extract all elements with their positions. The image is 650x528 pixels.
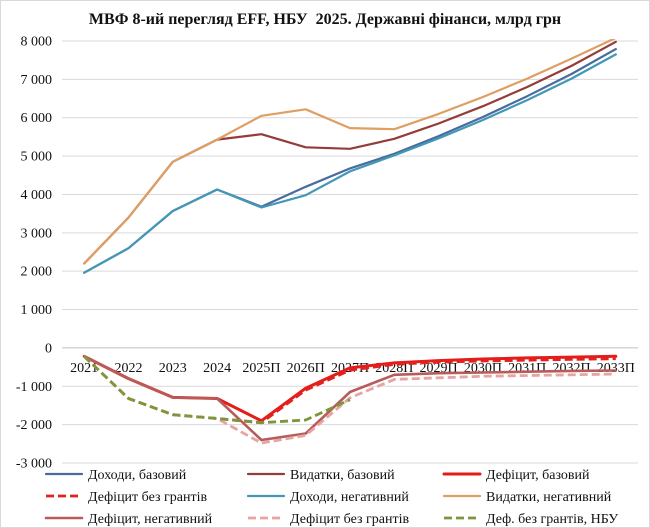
y-tick-label: 5 000 bbox=[21, 150, 53, 165]
line-revenue-negative bbox=[83, 53, 617, 274]
y-axis: 8 000 7 000 6 000 5 000 4 000 3 000 2 000 1 000… bbox=[16, 35, 52, 472]
line-deficit-negative bbox=[82, 355, 618, 442]
line-expenditure-negative bbox=[83, 39, 617, 265]
x-tick-label: 2021 bbox=[70, 361, 98, 376]
legend-label-revenue-base: Доходи, базовий bbox=[88, 468, 187, 483]
legend-label-expenditure-base: Видатки, базовий bbox=[290, 468, 395, 483]
legend-item-revenue-base: Доходи, базовий bbox=[44, 468, 187, 483]
legend-label-expenditure-negative: Видатки, негативний bbox=[486, 490, 612, 505]
legend-item-deficit-no-grants-negative: Дефіцит без грантів bbox=[248, 512, 409, 527]
y-tick-label: 3 000 bbox=[21, 226, 53, 241]
y-tick-label: 0 bbox=[45, 341, 52, 356]
legend: Доходи, базовий Видатки, базовий Дефіцит… bbox=[44, 468, 618, 527]
x-tick-label: 2024 bbox=[203, 361, 231, 376]
x-tick-label: 2033П bbox=[597, 361, 635, 376]
legend-label-deficit-no-grants-base: Дефіцит без грантів bbox=[88, 490, 207, 505]
x-tick-label: 2026П bbox=[287, 361, 325, 376]
legend-item-expenditure-base: Видатки, базовий bbox=[246, 468, 395, 483]
y-tick-label: 2 000 bbox=[21, 265, 53, 280]
chart-title: МВФ 8-ий перегляд EFF, НБУ 2025. Державн… bbox=[89, 11, 561, 28]
y-tick-label: 1 000 bbox=[21, 303, 53, 318]
x-tick-label: 2025П bbox=[242, 361, 280, 376]
y-tick-label: -1 000 bbox=[16, 380, 52, 395]
legend-label-revenue-negative: Доходи, негативний bbox=[290, 490, 409, 505]
y-tick-label: -2 000 bbox=[16, 418, 52, 433]
legend-item-deficit-no-grants-base: Дефіцит без грантів bbox=[46, 490, 207, 505]
x-axis: 2021 2022 2023 2024 2025П 2026П 2027П 2028П 2029… bbox=[70, 361, 635, 376]
y-tick-label: 4 000 bbox=[21, 188, 53, 203]
y-tick-label: 8 000 bbox=[21, 35, 53, 50]
x-tick-label: 2022 bbox=[114, 361, 142, 376]
y-tick-label: -3 000 bbox=[16, 457, 52, 472]
gridlines bbox=[62, 40, 638, 464]
legend-label-deficit-negative: Дефіцит, негативний bbox=[88, 512, 213, 527]
legend-label-deficit-no-grants-negative: Дефіцит без грантів bbox=[290, 512, 409, 527]
x-tick-label: 2031П bbox=[508, 361, 546, 376]
y-tick-label: 6 000 bbox=[21, 111, 53, 126]
legend-item-deficit-no-grants-nbu: Деф. без грантів, НБУ bbox=[444, 512, 618, 527]
line-deficit-no-grants-nbu bbox=[83, 355, 351, 425]
legend-item-deficit-base: Дефіцит, базовий bbox=[442, 468, 590, 483]
series-group bbox=[82, 39, 618, 445]
legend-label-deficit-no-grants-nbu: Деф. без грантів, НБУ bbox=[486, 512, 618, 527]
legend-label-deficit-base: Дефіцит, базовий bbox=[486, 468, 590, 483]
legend-item-revenue-negative: Доходи, негативний bbox=[246, 490, 409, 505]
y-tick-label: 7 000 bbox=[21, 73, 53, 88]
legend-item-expenditure-negative: Видатки, негативний bbox=[442, 490, 612, 505]
x-tick-label: 2023 bbox=[159, 361, 187, 376]
legend-item-deficit-negative: Дефіцит, негативний bbox=[44, 512, 213, 527]
